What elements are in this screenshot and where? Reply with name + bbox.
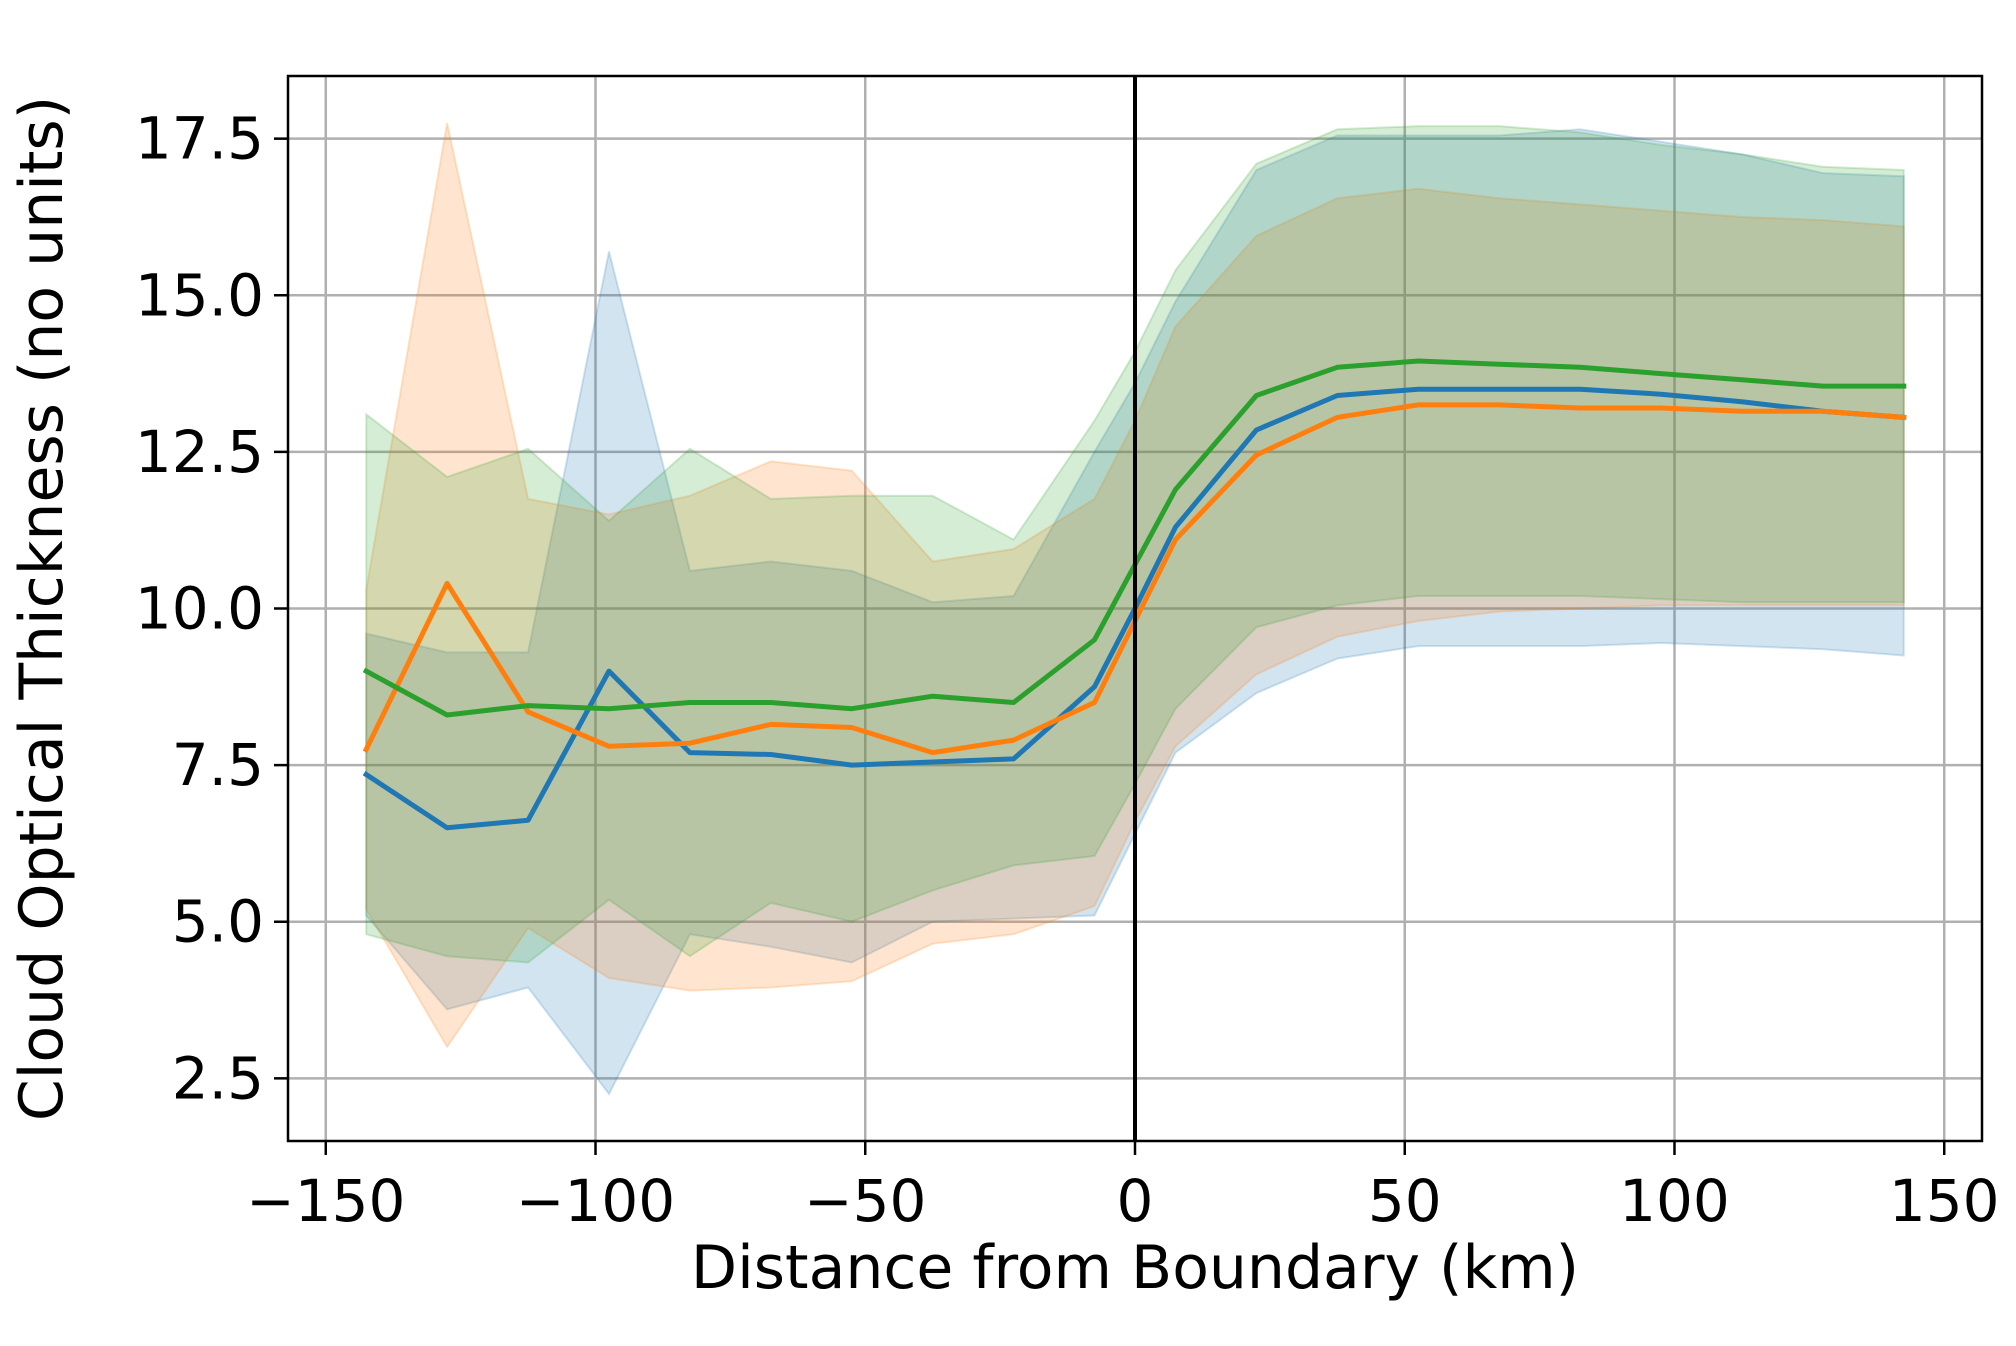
y-tick-label-3: 10.0 (135, 575, 264, 643)
x-tick-label-1: −100 (516, 1167, 675, 1235)
x-tick-label-2: −50 (804, 1167, 926, 1235)
y-axis-ticks: 2.5 5.0 7.5 10.0 12.5 15.0 17.5 (135, 105, 288, 1112)
x-axis-ticks: −150 −100 −50 0 50 100 150 (246, 1141, 2000, 1235)
x-axis-label: Distance from Boundary (km) (691, 1233, 1579, 1303)
x-tick-label-3: 0 (1117, 1167, 1154, 1235)
y-tick-label-6: 17.5 (135, 105, 264, 173)
y-tick-label-5: 15.0 (135, 261, 264, 329)
x-tick-label-4: 50 (1368, 1167, 1442, 1235)
x-tick-label-0: −150 (246, 1167, 405, 1235)
y-tick-label-2: 7.5 (172, 731, 264, 799)
y-tick-label-1: 5.0 (172, 888, 264, 956)
x-tick-label-6: 150 (1889, 1167, 2000, 1235)
y-tick-label-4: 12.5 (135, 418, 264, 486)
y-axis-label: Cloud Optical Thickness (no units) (7, 96, 77, 1121)
x-tick-label-5: 100 (1619, 1167, 1730, 1235)
y-tick-label-0: 2.5 (172, 1044, 264, 1112)
